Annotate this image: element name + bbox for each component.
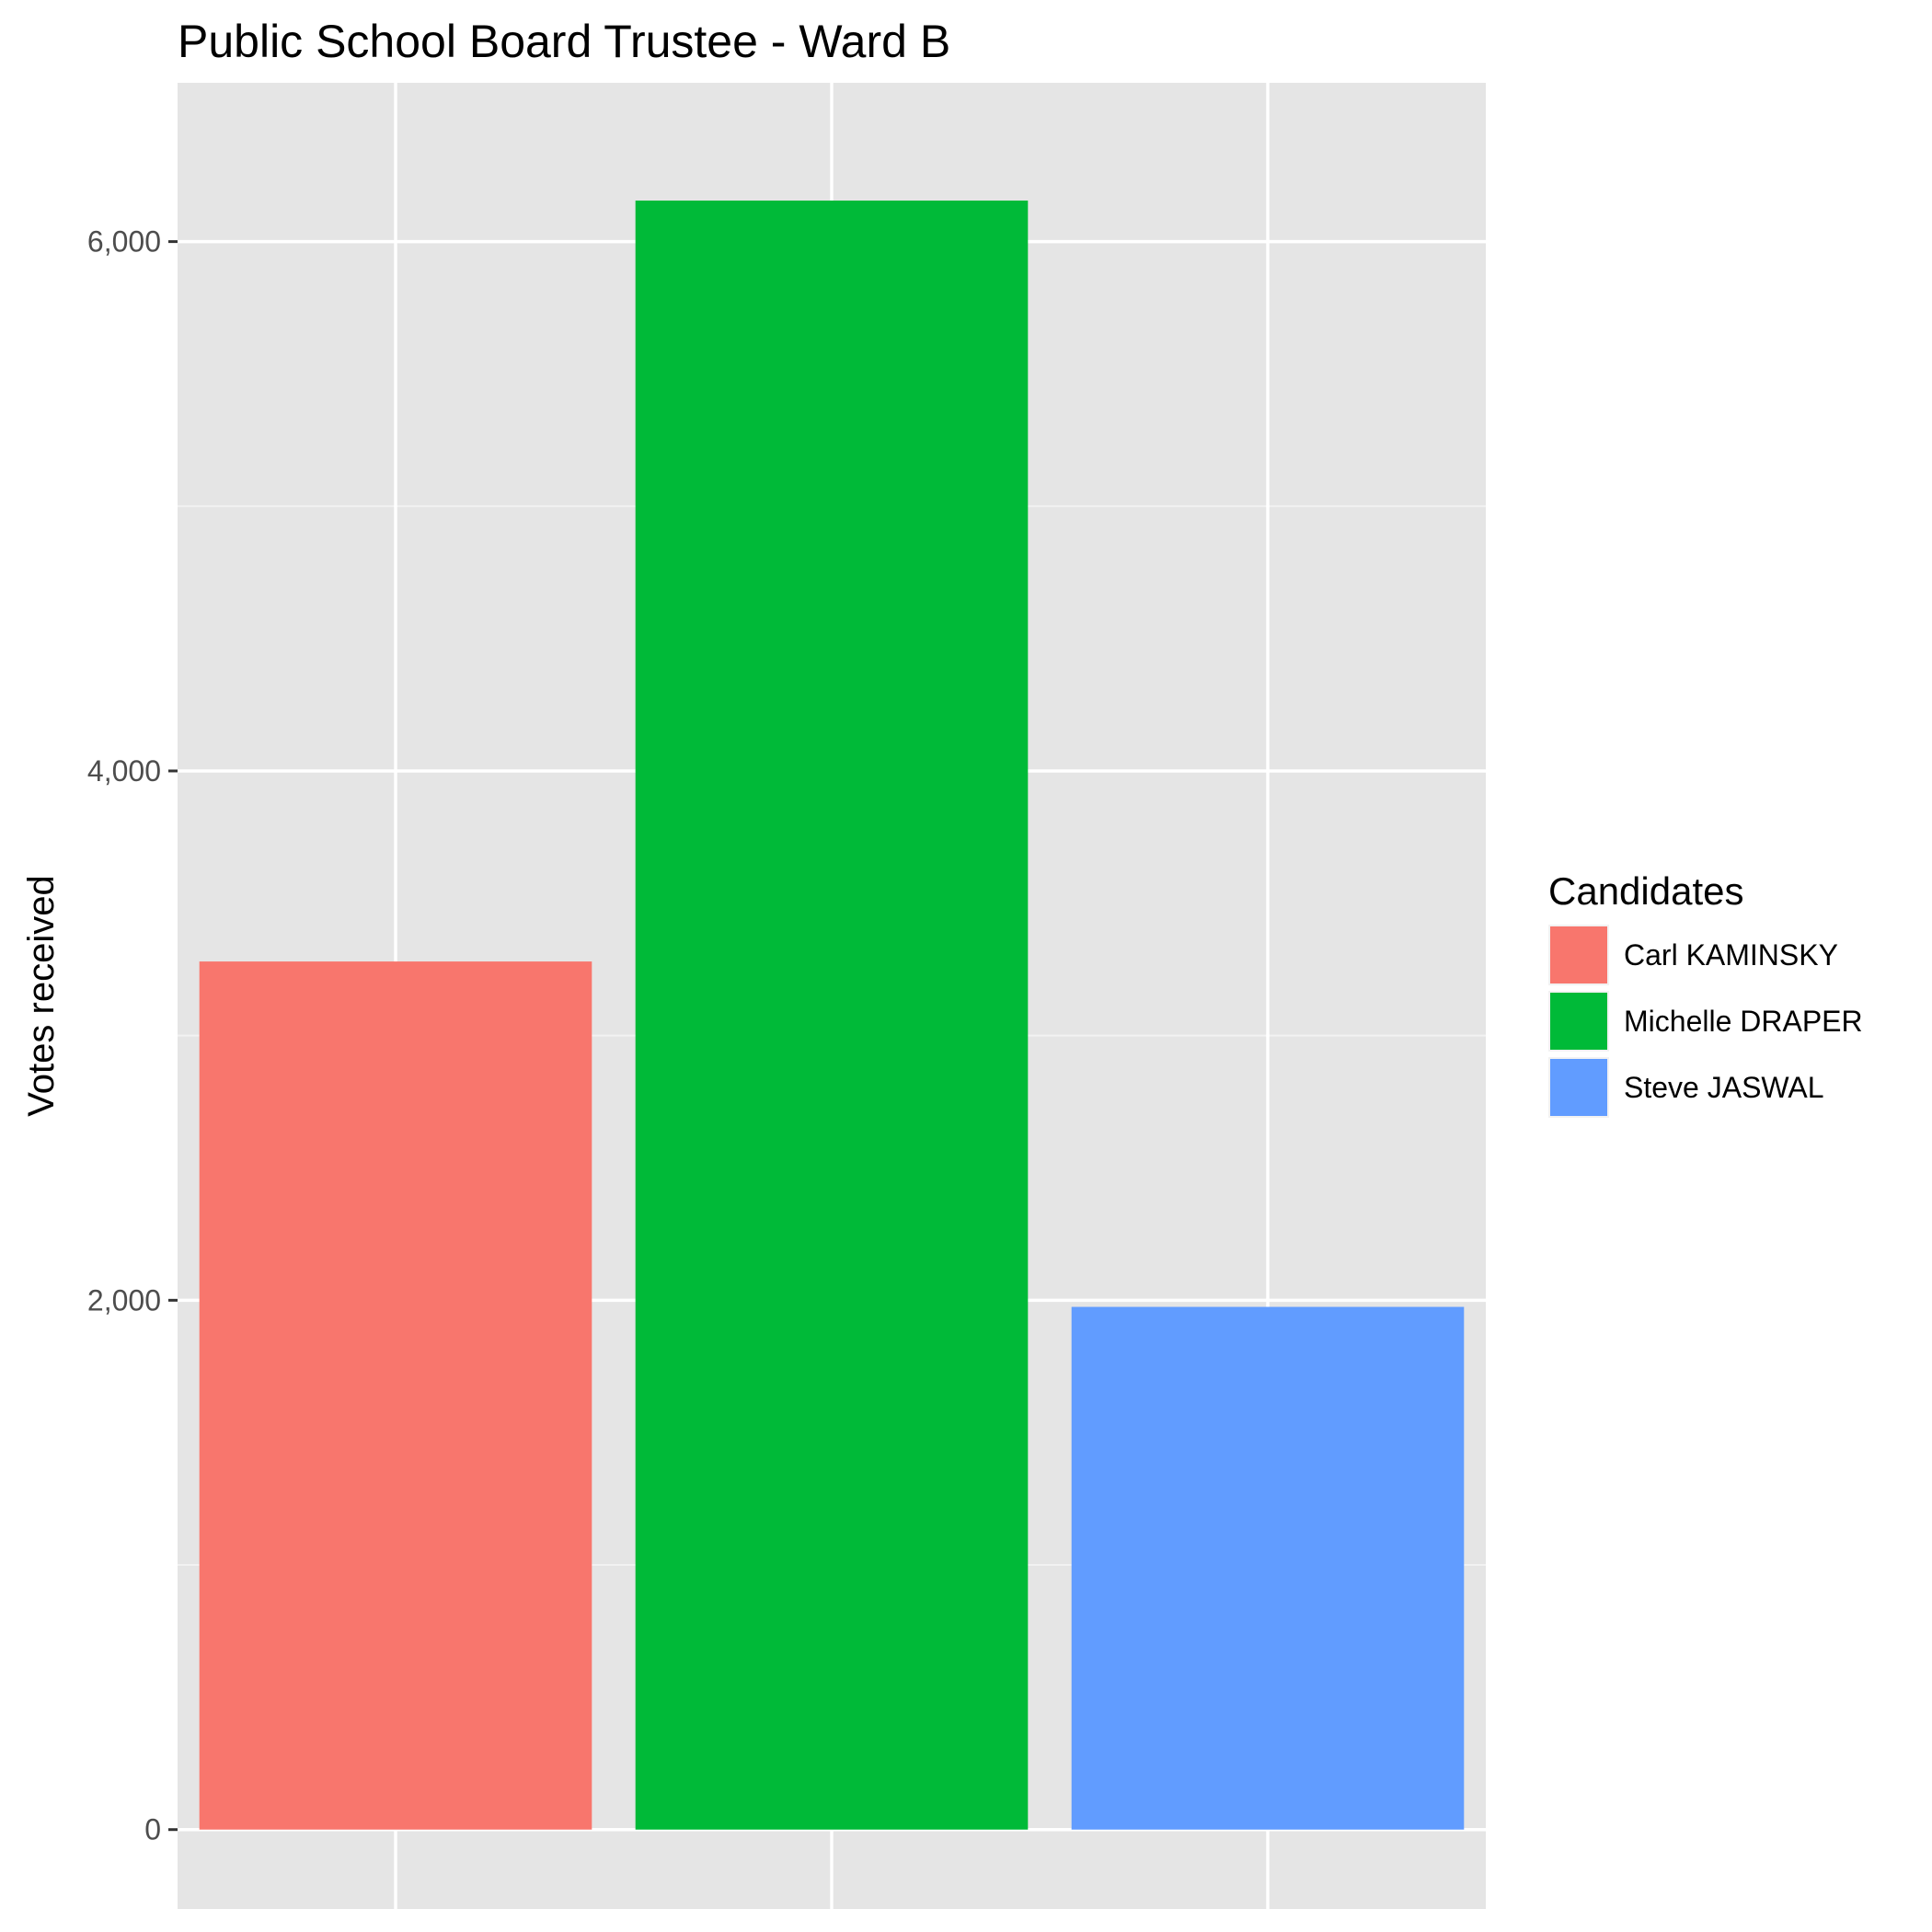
legend-label: Carl KAMINSKY — [1624, 938, 1838, 972]
legend-swatch — [1550, 1059, 1607, 1116]
y-tick-label: 6,000 — [87, 225, 161, 259]
bars — [199, 201, 1465, 1830]
bar-carl-kaminsky — [199, 961, 592, 1830]
legend-swatch — [1550, 993, 1607, 1050]
y-axis: 0 2,000 4,000 6,000 — [87, 225, 178, 1846]
y-tick-label: 2,000 — [87, 1283, 161, 1317]
y-tick-label: 0 — [144, 1813, 161, 1846]
legend: Candidates Carl KAMINSKY Michelle DRAPER S… — [1548, 869, 1863, 1118]
y-axis-label: Votes received — [21, 875, 62, 1116]
legend-label: Michelle DRAPER — [1624, 1005, 1863, 1038]
bar-steve-jaswal — [1071, 1306, 1465, 1830]
legend-label: Steve JASWAL — [1624, 1071, 1824, 1104]
legend-swatch — [1550, 926, 1607, 983]
y-tick-label: 4,000 — [87, 754, 161, 788]
legend-title: Candidates — [1548, 869, 1743, 913]
chart-title: Public School Board Trustee - Ward B — [178, 16, 950, 67]
bar-michelle-draper — [635, 201, 1029, 1830]
